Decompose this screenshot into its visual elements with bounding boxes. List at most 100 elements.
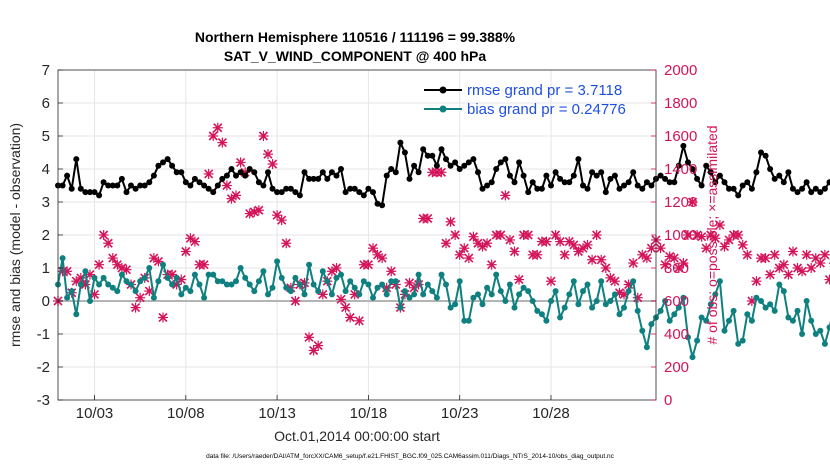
- rmse-point: [803, 179, 810, 186]
- obs-point: [258, 131, 269, 141]
- rmse-point: [584, 185, 591, 192]
- rmse-point: [374, 200, 381, 207]
- obs-point: [532, 249, 543, 260]
- obs-point: [787, 246, 798, 257]
- obs-point: [363, 259, 374, 270]
- bias-point: [82, 268, 89, 275]
- obs-point: [468, 231, 479, 242]
- rmse-point: [758, 149, 764, 156]
- bias-point: [607, 298, 614, 304]
- right-axis-ticks: 0 200 400 600 800 1000 1200 1400 1600 1800 2000: [651, 62, 697, 409]
- bias-point: [502, 298, 509, 304]
- rmse-point: [707, 169, 714, 176]
- rmse-point: [169, 162, 176, 169]
- bias-point: [255, 278, 262, 285]
- bias-point: [233, 278, 239, 285]
- rmse-point: [611, 172, 618, 179]
- bias-point: [296, 281, 303, 288]
- bias-point: [739, 337, 746, 344]
- bias-point: [73, 311, 80, 318]
- rmse-point: [543, 172, 550, 179]
- rmse-point: [575, 156, 582, 163]
- rmse-point: [265, 169, 271, 176]
- rmse-point: [150, 172, 157, 179]
- obs-point: [340, 302, 351, 313]
- bias-point: [552, 288, 559, 295]
- bias-point: [132, 288, 139, 295]
- bias-point: [342, 288, 349, 295]
- bias-point: [821, 340, 828, 347]
- bias-point: [365, 281, 372, 288]
- bias-point: [657, 307, 664, 314]
- y-tick-label: 5: [42, 128, 50, 145]
- rmse-point: [671, 179, 678, 186]
- bias-series: [55, 255, 830, 361]
- rmse-point: [77, 185, 84, 192]
- obs-point: [463, 253, 474, 264]
- obs-point: [504, 234, 515, 245]
- x-tick-label: 10/28: [532, 405, 570, 422]
- rmse-point: [648, 182, 655, 189]
- obs-point: [422, 213, 433, 224]
- bias-point: [379, 281, 386, 288]
- rmse-point: [310, 175, 317, 182]
- bias-point: [191, 271, 198, 278]
- bias-point: [333, 274, 340, 281]
- bias-point: [753, 294, 760, 301]
- y2-tick-label: 1400: [664, 161, 697, 178]
- bias-point: [351, 284, 358, 291]
- bias-point: [114, 288, 121, 295]
- rmse-point: [602, 189, 609, 196]
- rmse-point: [767, 166, 774, 172]
- bias-point: [561, 304, 568, 311]
- rmse-point: [365, 185, 372, 192]
- bias-point: [146, 265, 153, 271]
- obs-point: [272, 210, 283, 221]
- obs-point: [189, 236, 200, 247]
- y-tick-label: 7: [42, 62, 50, 79]
- bias-point: [228, 281, 235, 288]
- rmse-point: [278, 189, 285, 196]
- obs-point: [345, 312, 356, 323]
- obs-point: [386, 266, 397, 277]
- bias-point: [767, 301, 774, 308]
- rmse-point: [794, 189, 801, 196]
- obs-point: [555, 236, 566, 247]
- y2-tick-label: 2000: [664, 62, 697, 79]
- rmse-point: [465, 159, 472, 166]
- bias-point: [648, 321, 655, 328]
- rmse-point: [812, 185, 819, 192]
- rmse-point: [146, 179, 153, 186]
- obs-point: [203, 168, 214, 179]
- obs-point: [135, 292, 146, 303]
- bias-point: [808, 317, 815, 324]
- rmse-point: [799, 185, 806, 192]
- y-tick-label: -3: [37, 392, 50, 409]
- bias-point: [160, 261, 166, 268]
- rmse-point: [237, 169, 244, 176]
- bias-point: [488, 291, 495, 298]
- obs-point: [710, 233, 721, 244]
- rmse-point: [351, 185, 358, 192]
- obs-point: [628, 258, 639, 269]
- rmse-point: [630, 169, 637, 176]
- obs-point: [377, 253, 388, 264]
- rmse-point: [178, 169, 185, 176]
- rmse-point: [347, 185, 354, 192]
- rmse-point: [118, 175, 125, 182]
- rmse-point: [753, 169, 760, 176]
- legend-rmse-label: rmse grand pr = 3.7118: [467, 82, 622, 99]
- rmse-point: [625, 179, 632, 186]
- rmse-point: [82, 189, 89, 196]
- rmse-point: [205, 185, 212, 192]
- rmse-point: [657, 172, 664, 179]
- obs-point: [678, 258, 689, 269]
- obs-point: [760, 253, 771, 264]
- bias-point: [274, 258, 281, 265]
- rmse-point: [561, 179, 568, 186]
- rmse-point: [338, 166, 344, 172]
- obs-point: [587, 254, 598, 265]
- obs-point: [153, 256, 164, 267]
- rmse-point: [826, 179, 830, 186]
